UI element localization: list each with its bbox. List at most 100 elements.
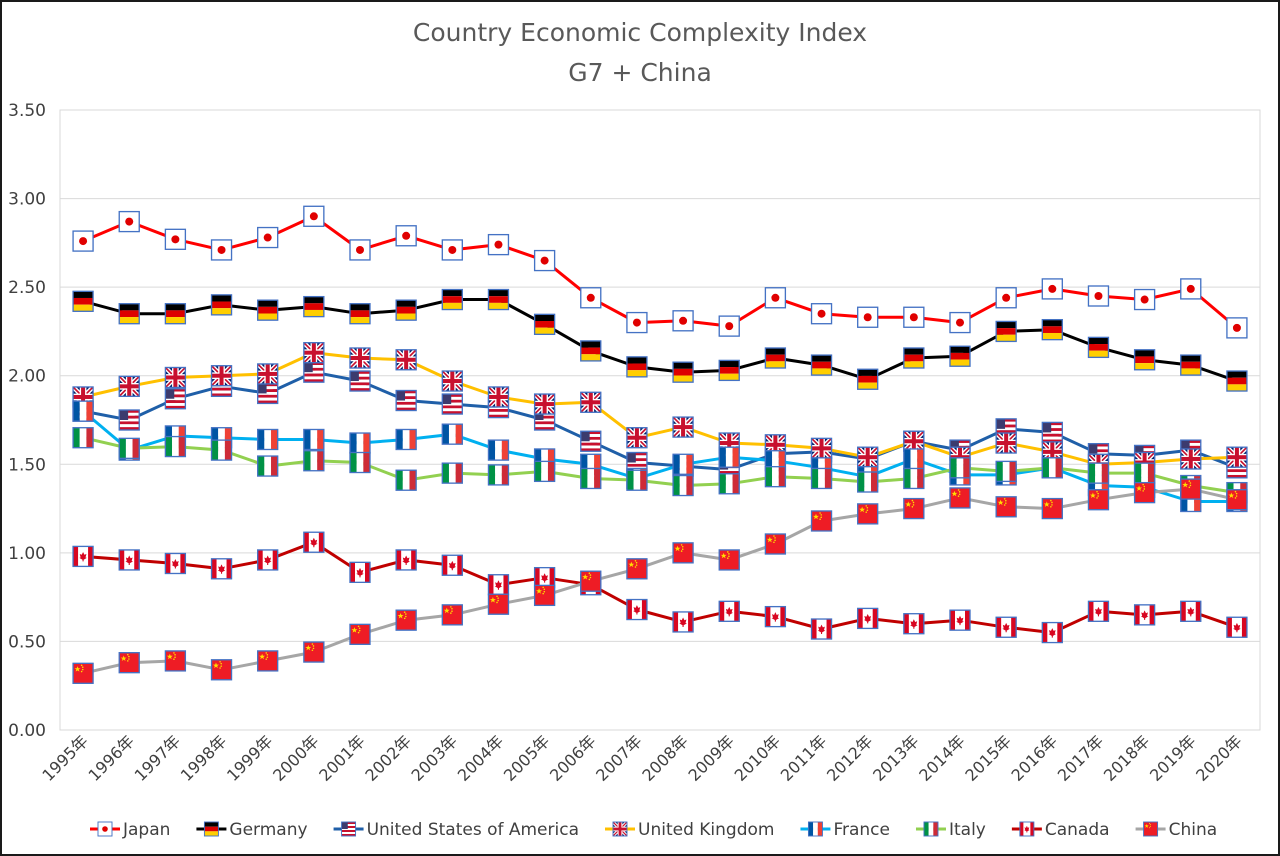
data-point — [949, 609, 971, 631]
data-point — [257, 299, 279, 321]
x-tick-label: 1995年 — [38, 731, 92, 785]
data-point — [72, 545, 94, 568]
data-point — [1041, 457, 1063, 479]
data-point — [72, 290, 94, 312]
data-point — [257, 428, 279, 451]
data-point — [764, 347, 787, 369]
data-point — [303, 450, 325, 472]
legend-label: Japan — [122, 820, 170, 840]
series-china — [72, 478, 1248, 684]
data-point — [487, 574, 510, 596]
data-point — [210, 659, 233, 681]
data-point — [857, 503, 879, 525]
italy-flag-icon — [923, 821, 939, 837]
data-point — [533, 393, 556, 415]
data-point — [857, 607, 879, 630]
x-tick-label: 2015年 — [961, 731, 1015, 785]
data-point — [441, 370, 463, 392]
data-point — [764, 533, 787, 555]
data-point — [995, 460, 1017, 483]
data-point — [349, 432, 371, 454]
data-point — [903, 430, 925, 452]
data-point — [395, 349, 417, 371]
data-point — [118, 437, 140, 460]
data-point — [164, 650, 187, 672]
legend-item: United States of America — [333, 820, 579, 840]
data-point — [672, 453, 694, 475]
data-point — [903, 448, 925, 470]
chart-subtitle: G7 + China — [568, 58, 712, 87]
data-point — [810, 303, 833, 325]
data-point — [1041, 421, 1063, 444]
data-point — [1226, 317, 1248, 339]
data-point — [810, 354, 833, 376]
legend-label: Canada — [1045, 820, 1110, 840]
data-point — [349, 451, 371, 474]
legend-label: Germany — [229, 820, 307, 840]
data-point — [349, 347, 371, 369]
data-point — [1041, 497, 1063, 520]
data-point — [1133, 349, 1156, 371]
data-point — [1087, 600, 1110, 622]
x-tick-label: 1998年 — [177, 731, 231, 785]
data-point — [349, 561, 371, 584]
data-point — [1180, 354, 1202, 376]
data-point — [533, 460, 556, 483]
legend-item: Japan — [90, 820, 170, 840]
data-point — [764, 466, 787, 488]
data-point — [626, 558, 648, 580]
data-point — [210, 239, 233, 261]
y-tick-label: 1.00 — [8, 544, 46, 564]
data-point — [533, 313, 556, 336]
data-point — [718, 315, 740, 337]
data-point — [1180, 600, 1202, 622]
data-point — [441, 393, 463, 415]
data-point — [718, 600, 740, 622]
x-tick-label: 2008年 — [638, 731, 692, 785]
data-point — [303, 295, 325, 318]
legend-label: United States of America — [367, 820, 579, 840]
uk-flag-icon — [612, 821, 628, 837]
chart-title: Country Economic Complexity Index — [412, 18, 868, 47]
data-point — [303, 531, 325, 553]
legend-item: France — [800, 820, 890, 840]
data-point — [810, 618, 833, 640]
data-point — [118, 652, 140, 674]
data-point — [1180, 448, 1202, 470]
data-point — [672, 310, 694, 332]
canada-flag-icon — [1019, 821, 1035, 837]
data-point — [164, 552, 187, 575]
x-tick-label: 1996年 — [85, 731, 139, 785]
data-point — [995, 496, 1017, 518]
data-point — [626, 469, 648, 491]
data-point — [672, 611, 694, 633]
data-point — [303, 205, 325, 227]
data-point — [857, 446, 879, 468]
data-point — [718, 549, 740, 571]
data-point — [949, 311, 971, 334]
data-point — [810, 467, 833, 490]
data-point — [580, 467, 602, 490]
data-point — [257, 549, 279, 571]
data-point — [118, 549, 140, 571]
data-point — [395, 225, 417, 247]
x-tick-label: 2011年 — [777, 731, 831, 785]
x-tick-label: 2003年 — [408, 731, 462, 785]
x-tick-label: 2020年 — [1192, 731, 1246, 785]
data-point — [72, 427, 94, 449]
y-tick-label: 1.50 — [8, 455, 46, 475]
data-point — [718, 473, 740, 495]
usa-flag-icon — [341, 821, 357, 837]
legend-label: China — [1169, 820, 1218, 840]
data-point — [626, 598, 648, 621]
data-point — [857, 368, 879, 390]
x-tick-label: 2007年 — [592, 731, 646, 785]
china-flag-icon — [1143, 821, 1159, 837]
data-point — [118, 210, 140, 233]
data-point — [441, 554, 463, 576]
data-point — [626, 356, 648, 378]
data-point — [949, 457, 971, 479]
y-tick-label: 2.00 — [8, 367, 46, 387]
germany-flag-icon — [203, 821, 219, 837]
